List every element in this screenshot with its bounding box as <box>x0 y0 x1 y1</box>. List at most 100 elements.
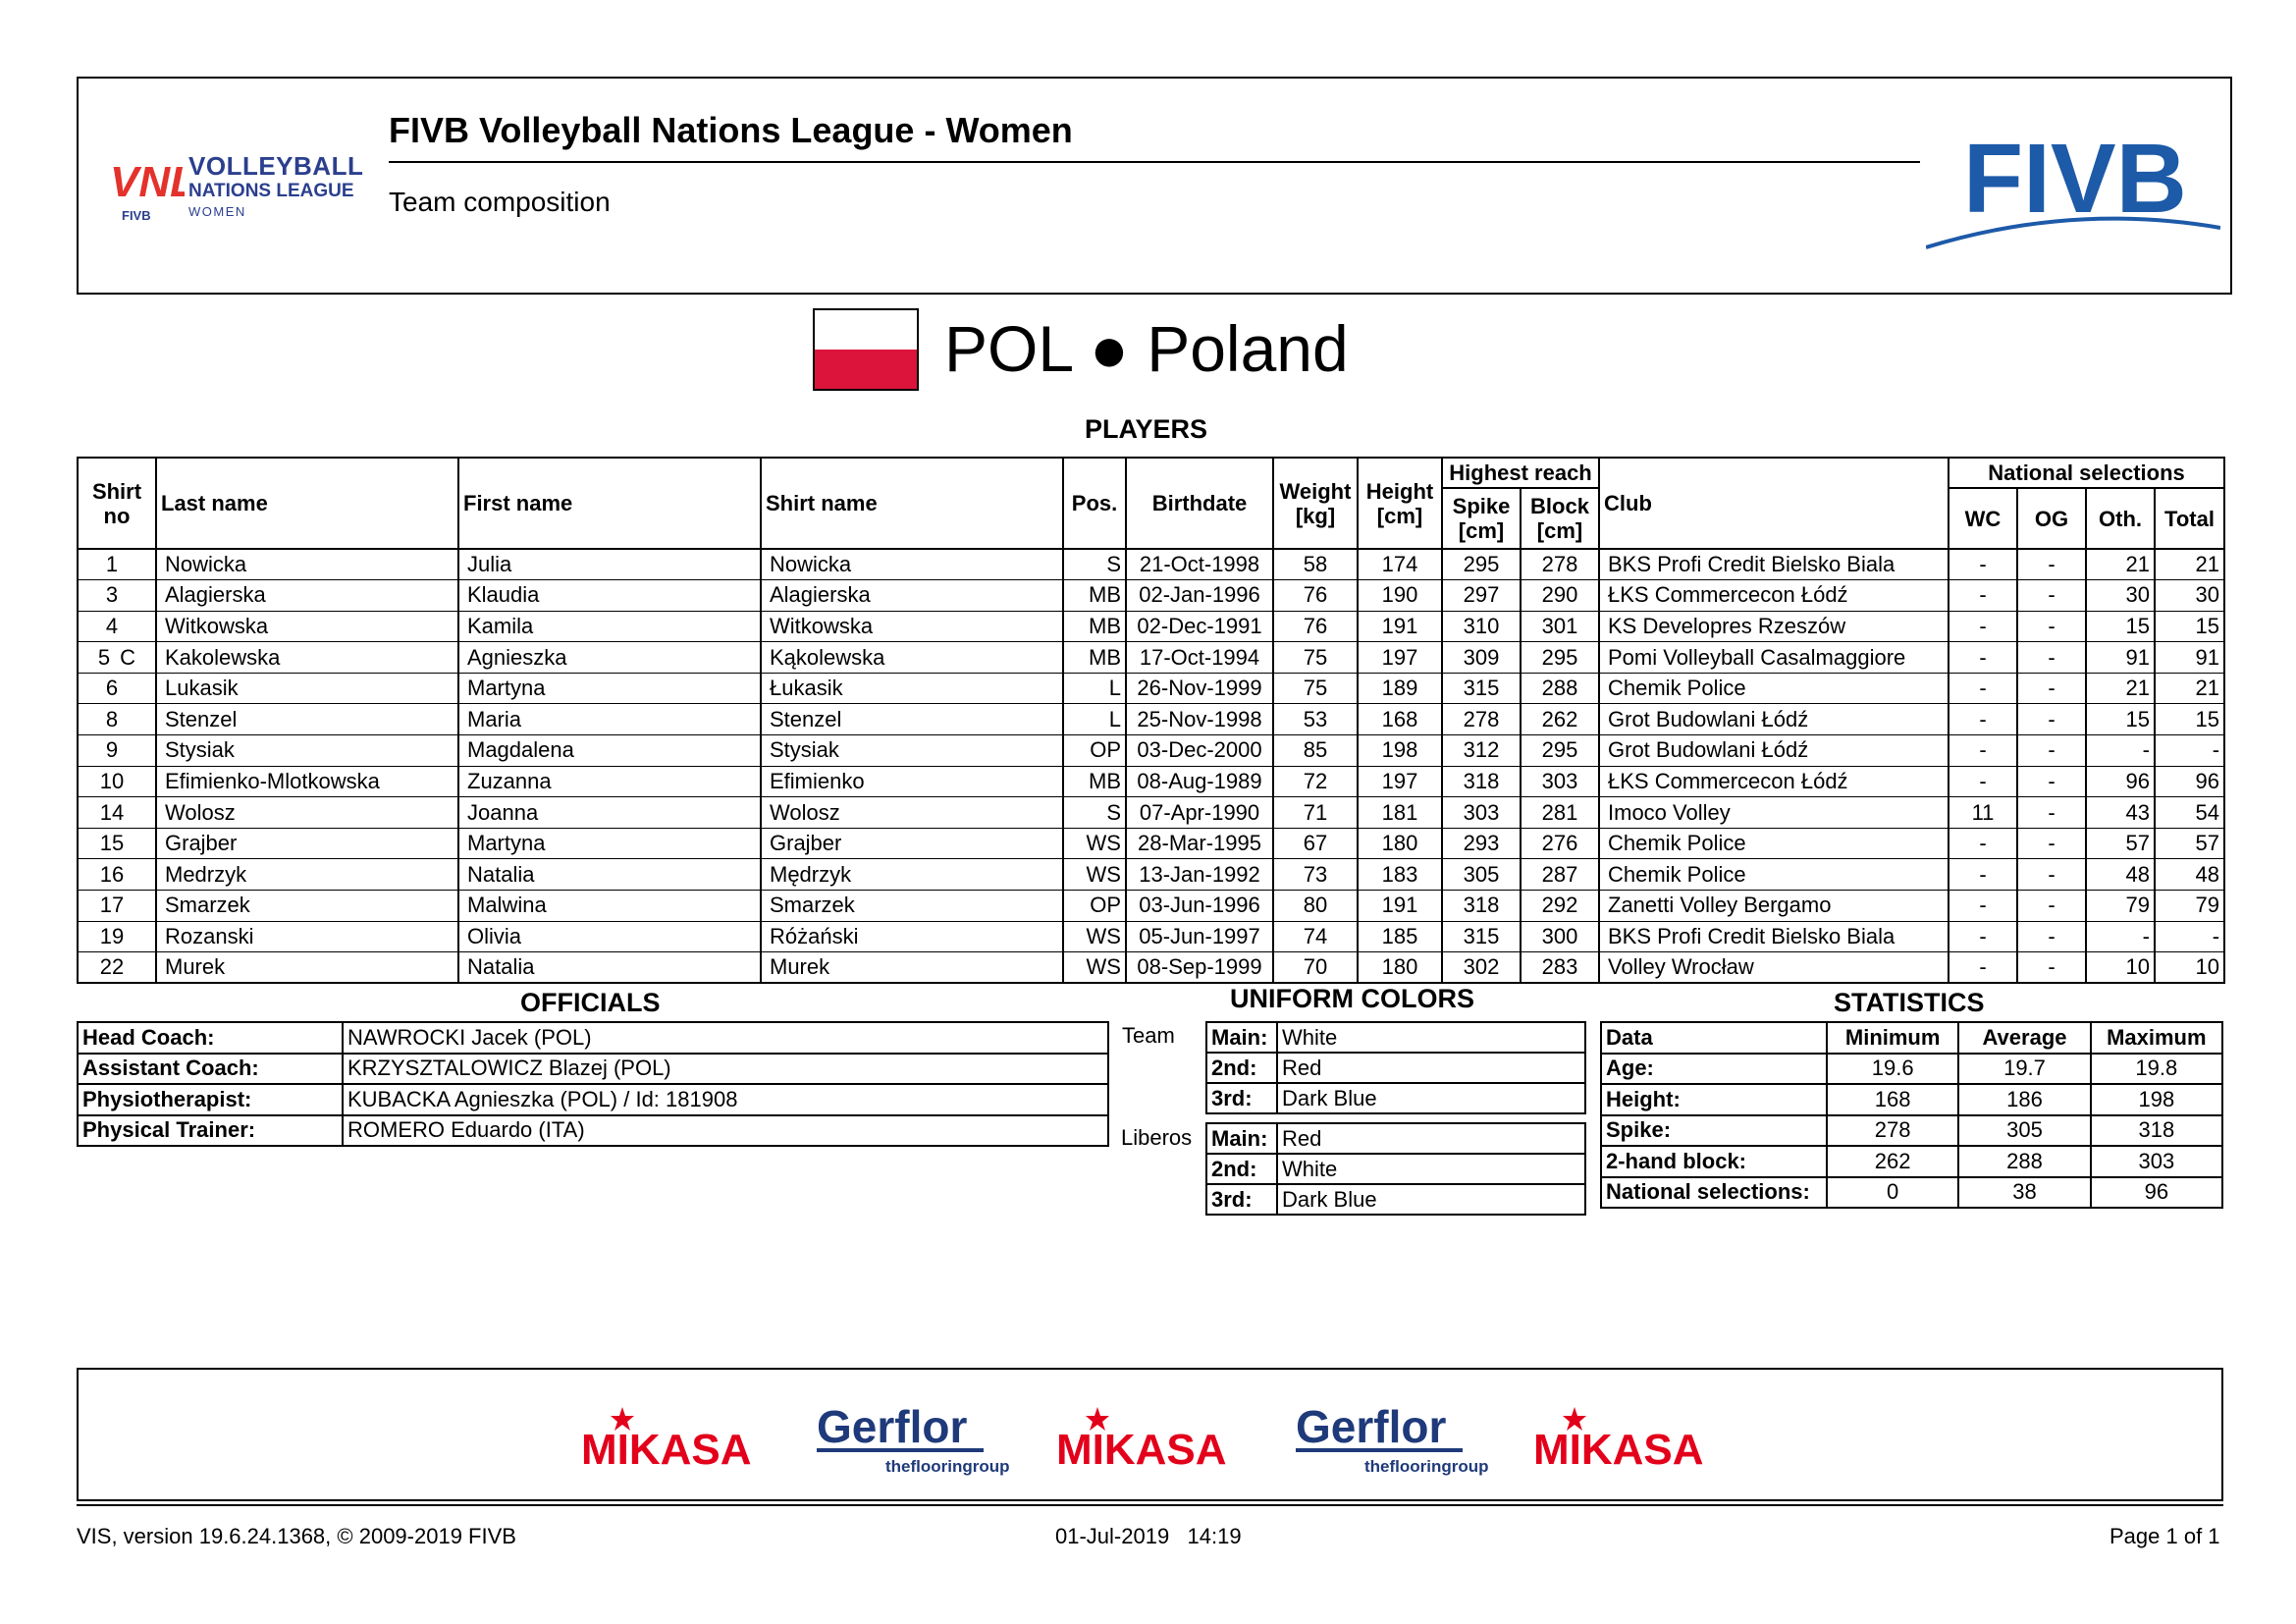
player-row: 10 Efimienko-Mlotkowska Zuzanna Efimienko MB… <box>77 766 2226 797</box>
stat-avg: 288 <box>1957 1145 2092 1178</box>
position-cell: WS <box>1062 951 1127 984</box>
weight-cell: 58 <box>1272 549 1359 580</box>
player-row: 15 Grajber Martyna Grajber WS 28-Mar-1995 67 18… <box>77 828 2226 859</box>
stat-max: 198 <box>2089 1083 2224 1116</box>
vnl-logo: VNL FIVB VOLLEYBALL NATIONS LEAGUE WOMEN <box>108 147 365 226</box>
first-name-cell: Klaudia <box>457 579 762 612</box>
og-cell: - <box>2016 549 2087 580</box>
stat-col-average: Average <box>1957 1021 2092 1055</box>
oth-cell: 15 <box>2085 703 2156 735</box>
shirt-name-cell: Stenzel <box>760 703 1064 735</box>
spike-cell: 295 <box>1441 549 1522 580</box>
first-name-cell: Agnieszka <box>457 641 762 674</box>
height-cell: 180 <box>1357 828 1443 859</box>
birthdate-cell: 02-Dec-1991 <box>1125 611 1274 642</box>
weight-cell: 85 <box>1272 734 1359 767</box>
shirt-name-cell: Efimienko <box>760 766 1064 797</box>
oth-cell: - <box>2085 734 2156 767</box>
weight-cell: 75 <box>1272 641 1359 674</box>
player-row: 6 Lukasik Martyna Łukasik L 26-Nov-1999 75 189 3… <box>77 673 2226 704</box>
uniform-key: 3rd: <box>1205 1183 1278 1216</box>
col-national-selections: National selections <box>1947 457 2226 489</box>
wc-cell: - <box>1948 703 2018 735</box>
club-cell: Grot Budowlani Łódź <box>1598 703 1949 735</box>
shirt-name-cell: Stysiak <box>760 734 1064 767</box>
footer-datetime: 01-Jul-2019 14:19 <box>1055 1524 1242 1548</box>
position-cell: MB <box>1062 611 1127 642</box>
oth-cell: 91 <box>2085 641 2156 674</box>
spike-cell: 315 <box>1441 673 1522 704</box>
stat-label: 2-hand block: <box>1600 1145 1828 1178</box>
last-name-cell: Stenzel <box>155 703 459 735</box>
liberos-uniform-row: Main: Red <box>1205 1122 1586 1155</box>
height-cell: 168 <box>1357 703 1443 735</box>
stat-min: 262 <box>1825 1145 1960 1178</box>
shirt-no-cell: 1 <box>77 549 157 580</box>
mikasa-logo-icon: MIKASA <box>1533 1407 1704 1474</box>
block-cell: 262 <box>1520 703 1600 735</box>
svg-text:Gerflor: Gerflor <box>817 1401 967 1452</box>
page-header: VNL FIVB VOLLEYBALL NATIONS LEAGUE WOMEN… <box>77 77 2232 295</box>
last-name-cell: Witkowska <box>155 611 459 642</box>
captain-marker: C <box>120 644 136 670</box>
svg-text:FIVB: FIVB <box>1963 124 2187 234</box>
official-row: Assistant Coach: KRZYSZTALOWICZ Blazej (P… <box>77 1052 1109 1085</box>
uniform-key: Main: <box>1205 1021 1278 1054</box>
club-cell: Volley Wrocław <box>1598 951 1949 984</box>
official-role: Assistant Coach: <box>77 1052 344 1085</box>
stat-label: Spike: <box>1600 1113 1828 1147</box>
statistics-title: STATISTICS <box>1834 988 1985 1017</box>
stat-label: Age: <box>1600 1052 1828 1085</box>
oth-cell: 48 <box>2085 858 2156 891</box>
liberos-uniform-table: Main: Red 2nd: White 3rd: Dark Blue <box>1205 1122 1586 1216</box>
shirt-no: 3 <box>105 582 119 608</box>
first-name-cell: Natalia <box>457 951 762 984</box>
svg-text:MIKASA: MIKASA <box>1533 1426 1704 1474</box>
col-highest-reach: Highest reach <box>1441 457 1600 489</box>
wc-cell: - <box>1948 766 2018 797</box>
title-divider <box>389 161 1920 163</box>
weight-cell: 70 <box>1272 951 1359 984</box>
og-cell: - <box>2016 858 2087 891</box>
players-title: PLAYERS <box>1085 414 1208 444</box>
og-cell: - <box>2016 951 2087 984</box>
club-cell: Grot Budowlani Łódź <box>1598 734 1949 767</box>
stat-col-data: Data <box>1600 1021 1828 1055</box>
club-cell: Zanetti Volley Bergamo <box>1598 890 1949 922</box>
stat-avg: 186 <box>1957 1083 2092 1116</box>
sponsors-banner: MIKASA Gerflor theflooringroup MIKASA Ge… <box>77 1368 2223 1501</box>
shirt-no: 17 <box>99 893 125 918</box>
shirt-no-cell: 6 <box>77 673 157 704</box>
col-weight: Weight [kg] <box>1272 457 1359 550</box>
shirt-no: 4 <box>105 613 119 638</box>
oth-cell: - <box>2085 921 2156 952</box>
weight-cell: 73 <box>1272 858 1359 891</box>
total-cell: - <box>2153 921 2226 952</box>
og-cell: - <box>2016 703 2087 735</box>
block-cell: 303 <box>1520 766 1600 797</box>
weight-cell: 71 <box>1272 796 1359 829</box>
team-uniform-row: Main: White <box>1205 1021 1586 1054</box>
oth-cell: 43 <box>2085 796 2156 829</box>
birthdate-cell: 03-Jun-1996 <box>1125 890 1274 922</box>
stat-min: 168 <box>1825 1083 1960 1116</box>
club-cell: KS Developres Rzeszów <box>1598 611 1949 642</box>
og-cell: - <box>2016 734 2087 767</box>
block-cell: 300 <box>1520 921 1600 952</box>
position-cell: L <box>1062 703 1127 735</box>
total-cell: 15 <box>2153 703 2226 735</box>
weight-cell: 67 <box>1272 828 1359 859</box>
birthdate-cell: 02-Jan-1996 <box>1125 579 1274 612</box>
uniform-key: 3rd: <box>1205 1082 1278 1114</box>
vnl-fivb-small: FIVB <box>122 208 151 223</box>
birthdate-cell: 25-Nov-1998 <box>1125 703 1274 735</box>
birthdate-cell: 08-Sep-1999 <box>1125 951 1274 984</box>
birthdate-cell: 13-Jan-1992 <box>1125 858 1274 891</box>
shirt-no: 15 <box>99 831 125 856</box>
uniform-value: Red <box>1276 1052 1586 1084</box>
svg-text:theflooringroup: theflooringroup <box>1364 1457 1489 1476</box>
shirt-no-cell: 15 <box>77 828 157 859</box>
official-name: KUBACKA Agnieszka (POL) / Id: 181908 <box>342 1083 1109 1116</box>
wc-cell: - <box>1948 734 2018 767</box>
